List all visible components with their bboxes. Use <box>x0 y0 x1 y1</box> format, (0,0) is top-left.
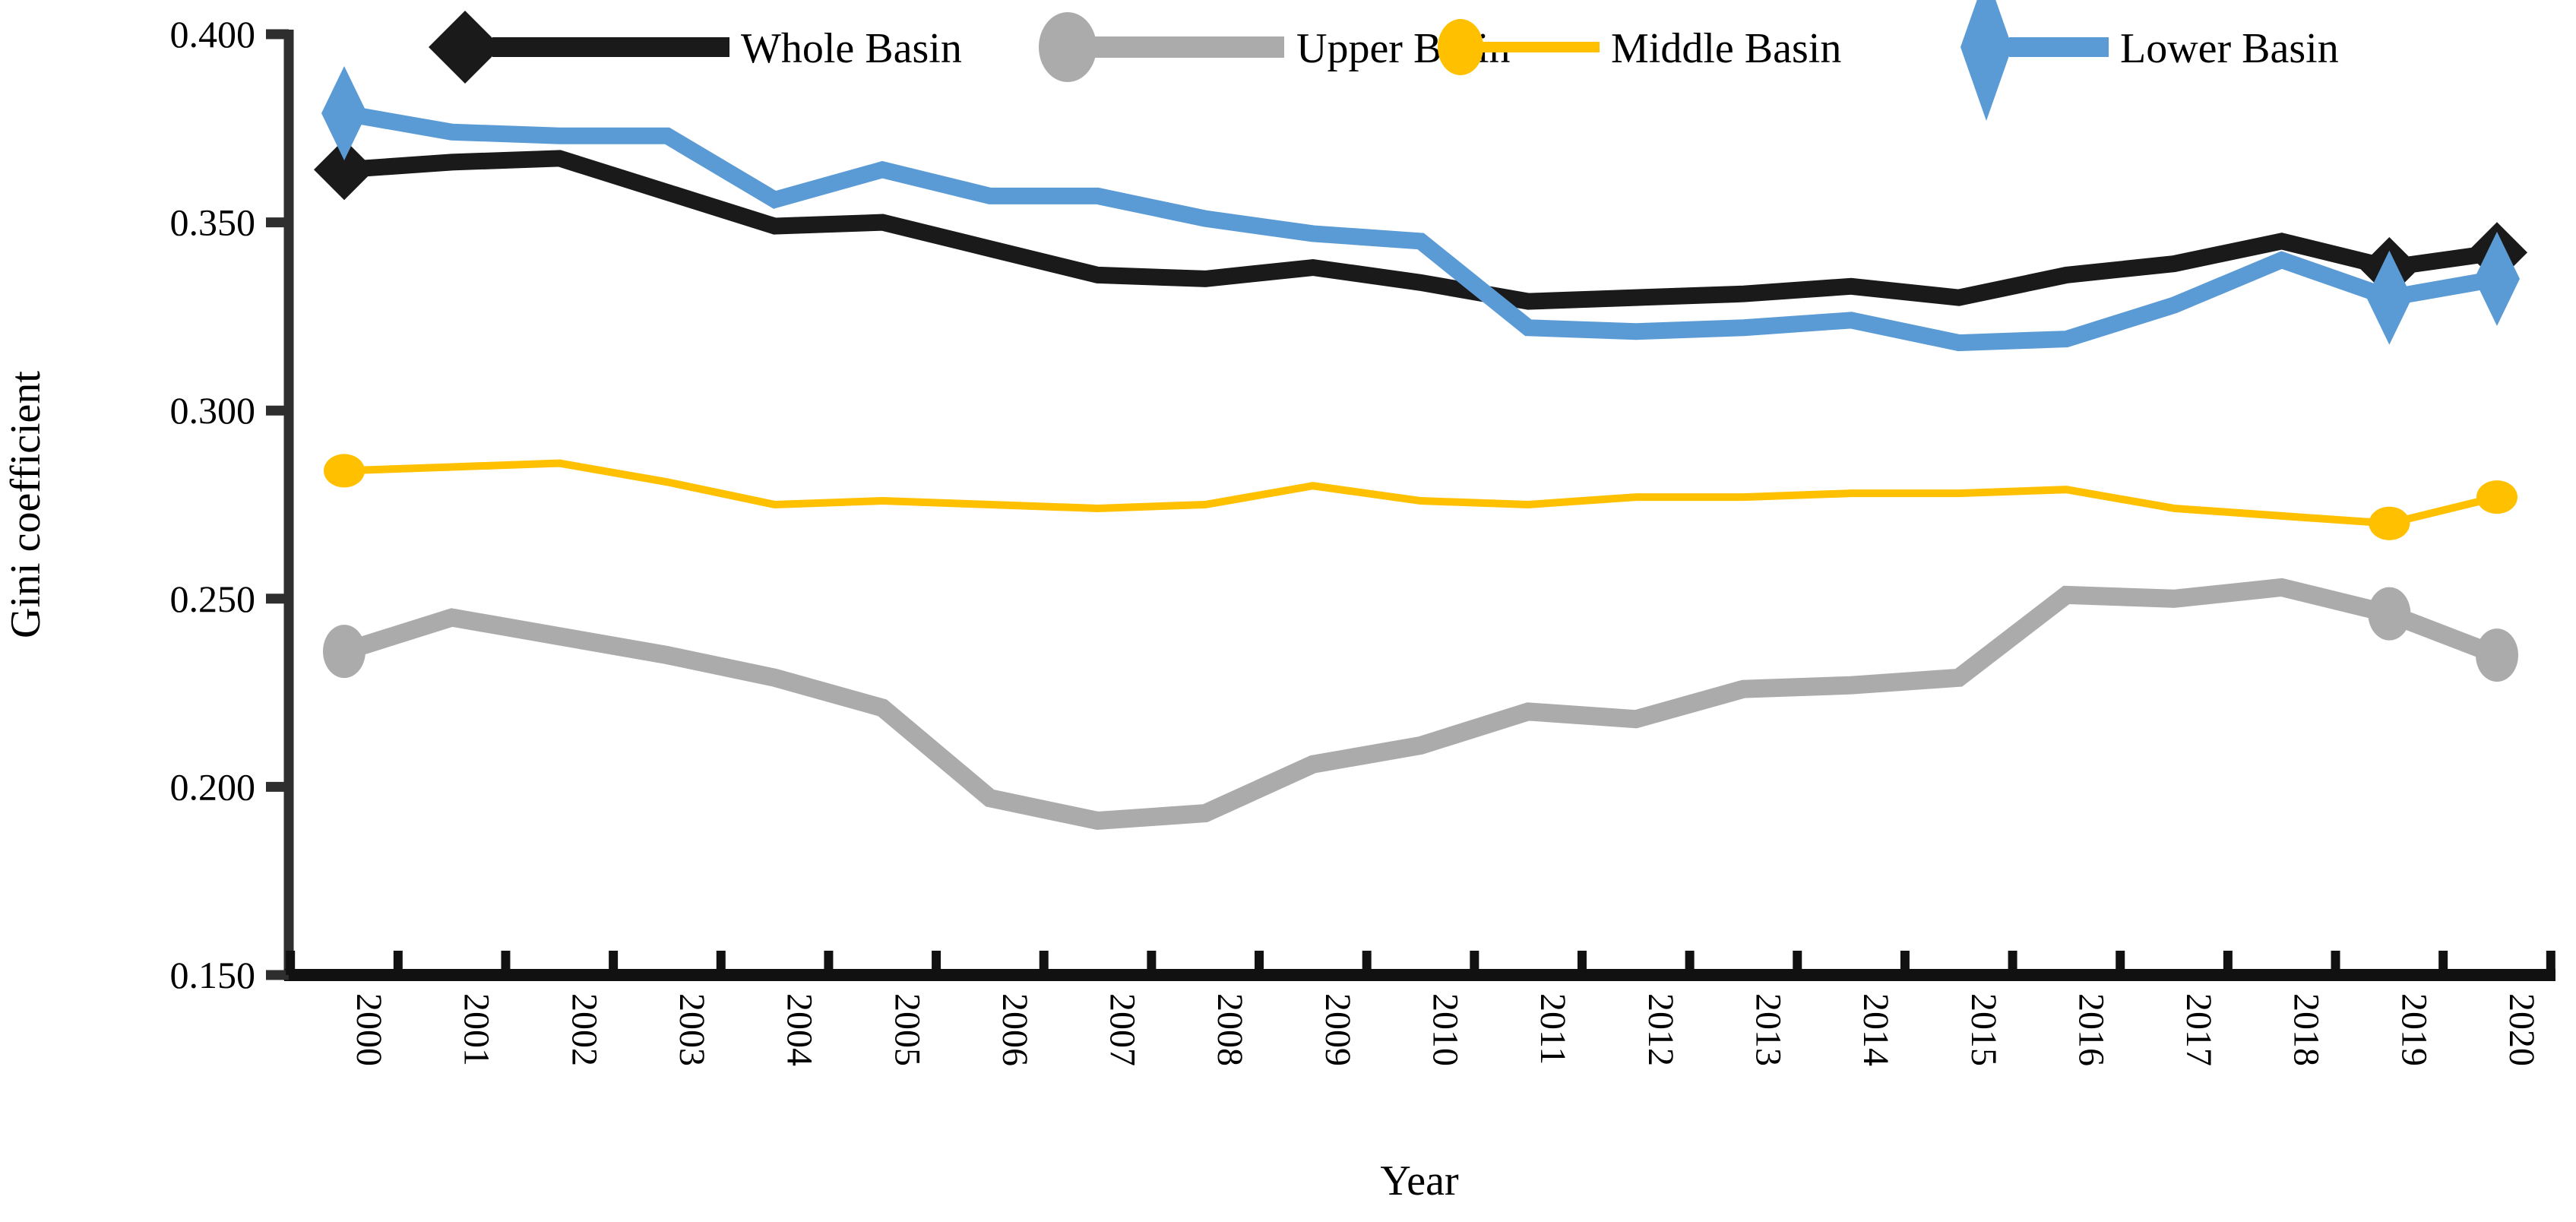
legend-item-whole-basin: Whole Basin <box>429 11 962 84</box>
x-tick-label: 2006 <box>995 993 1035 1066</box>
series-marker-lower-basin-2000 <box>321 65 367 160</box>
x-tick-label: 2007 <box>1103 993 1143 1066</box>
x-tick-label: 2004 <box>780 993 820 1066</box>
y-tick-label: 0.350 <box>170 201 256 244</box>
y-tick-label: 0.200 <box>170 765 256 808</box>
legend-marker-circle-small-icon <box>1438 19 1483 75</box>
legend-marker-diamond-icon <box>429 11 502 84</box>
series-marker-lower-basin-2020 <box>2474 231 2520 326</box>
series-marker-upper-basin-2019 <box>2368 587 2411 641</box>
y-axis-title: Gini coefficient <box>2 371 49 638</box>
series-marker-middle-basin-2020 <box>2476 480 2517 514</box>
x-tick-label: 2002 <box>564 993 604 1066</box>
series-line-upper-basin <box>341 578 2501 831</box>
legend-label: Middle Basin <box>1611 25 1841 72</box>
series-marker-lower-basin-2019 <box>2366 250 2413 345</box>
series-line-middle-basin <box>343 459 2498 527</box>
x-tick-label: 2019 <box>2394 993 2434 1066</box>
x-tick-label: 2012 <box>1641 993 1681 1066</box>
x-axis-title: Year <box>1380 1157 1459 1205</box>
legend-label: Whole Basin <box>741 25 962 72</box>
y-tick-label: 0.400 <box>170 13 256 55</box>
x-tick-label: 2011 <box>1533 993 1573 1065</box>
series-marker-middle-basin-2000 <box>324 454 365 488</box>
y-tick-label: 0.300 <box>170 389 256 432</box>
x-tick-label: 2000 <box>349 993 389 1066</box>
y-tick-label: 0.250 <box>170 578 256 620</box>
x-tick-label: 2005 <box>887 993 927 1066</box>
x-tick-label: 2003 <box>672 993 712 1066</box>
x-tick-label: 2013 <box>1748 993 1788 1066</box>
series-marker-upper-basin-2000 <box>323 625 366 679</box>
x-tick-label: 2008 <box>1210 993 1250 1066</box>
x-tick-label: 2009 <box>1318 993 1358 1066</box>
legend-label: Lower Basin <box>2120 25 2339 72</box>
x-tick-label: 2010 <box>1426 993 1466 1066</box>
x-tick-label: 2015 <box>1964 993 2004 1066</box>
legend-marker-tall-diamond-icon <box>1960 0 2012 121</box>
series-marker-middle-basin-2019 <box>2369 506 2410 540</box>
x-tick-label: 2001 <box>457 993 497 1066</box>
legend-item-lower-basin: Lower Basin <box>1960 0 2339 121</box>
legend-item-middle-basin: Middle Basin <box>1438 19 1841 75</box>
x-tick-label: 2016 <box>2071 993 2111 1066</box>
series-marker-upper-basin-2020 <box>2476 628 2518 682</box>
series-line-lower-basin <box>343 105 2498 352</box>
y-tick-label: 0.150 <box>170 954 256 996</box>
legend-marker-circle-icon <box>1039 12 1097 82</box>
x-tick-label: 2018 <box>2286 993 2327 1066</box>
series-marker-whole-basin-2000 <box>314 139 375 201</box>
series-line-whole-basin <box>343 150 2498 310</box>
x-tick-label: 2017 <box>2179 993 2219 1066</box>
x-tick-label: 2014 <box>1856 993 1896 1066</box>
x-tick-label: 2020 <box>2502 993 2542 1066</box>
